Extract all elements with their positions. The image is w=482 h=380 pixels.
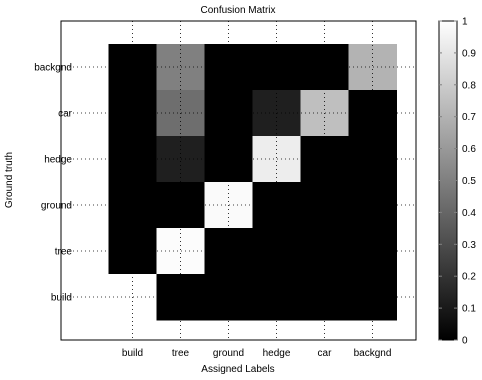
colorbar-tick-label: 0.2 bbox=[462, 272, 476, 283]
y-axis-label: Ground truth bbox=[4, 152, 15, 208]
y-tick-labels: backgnd car hedge ground tree build bbox=[34, 63, 72, 304]
colorbar-tick-label: 0.3 bbox=[462, 240, 476, 251]
heatmap-cell-tree-build bbox=[108, 228, 157, 275]
heatmap-cell-backgnd-hedge bbox=[252, 44, 301, 91]
x-tick-label: tree bbox=[172, 348, 190, 359]
x-tick-label: build bbox=[122, 348, 143, 359]
x-tick-label: ground bbox=[213, 348, 244, 359]
colorbar-tick-label: 0.6 bbox=[462, 144, 476, 155]
colorbar-tick-label: 0 bbox=[462, 336, 468, 347]
heatmap-cell-backgnd-ground bbox=[204, 44, 253, 91]
x-tick-label: car bbox=[318, 348, 333, 359]
heatmap-cell-hedge-ground bbox=[204, 136, 253, 183]
heatmap-cell-backgnd-tree bbox=[156, 44, 205, 91]
heatmap-cell-hedge-tree bbox=[156, 136, 205, 183]
x-tick-labels: build tree ground hedge car backgnd bbox=[122, 348, 391, 359]
heatmap-cell-tree-ground bbox=[204, 228, 253, 275]
y-tick-label: build bbox=[51, 293, 72, 304]
x-axis-label: Assigned Labels bbox=[201, 364, 274, 375]
heatmap-cell-tree-hedge bbox=[252, 228, 301, 275]
colorbar-tick-label: 1 bbox=[462, 17, 468, 28]
heatmap-cell-tree-car bbox=[300, 228, 349, 275]
x-tick-label: backgnd bbox=[354, 348, 392, 359]
heatmap-cell-hedge-backgnd bbox=[348, 136, 397, 183]
colorbar-ticks: 0 0.1 0.2 0.3 0.4 0.5 0.6 0.7 0.8 0.9 1 bbox=[439, 17, 476, 347]
y-tick-label: car bbox=[58, 109, 73, 120]
heatmap-cell-hedge-build bbox=[108, 136, 157, 183]
heatmap-cell-backgnd-build bbox=[108, 44, 157, 91]
heatmap-cell-hedge-car bbox=[300, 136, 349, 183]
heatmap-cell-backgnd-car bbox=[300, 44, 349, 91]
heatmap-cells bbox=[108, 44, 397, 321]
y-tick-label: ground bbox=[41, 201, 72, 212]
plot-frame bbox=[60, 20, 417, 341]
y-tick-label: hedge bbox=[44, 155, 72, 166]
chart-title: Confusion Matrix bbox=[200, 5, 275, 16]
colorbar-tick-label: 0.9 bbox=[462, 48, 476, 59]
heatmap-cell-hedge-hedge bbox=[252, 136, 301, 183]
x-tick-label: hedge bbox=[263, 348, 291, 359]
heatmap-cell-tree-tree bbox=[156, 228, 205, 275]
colorbar-tick-label: 0.1 bbox=[462, 304, 476, 315]
y-tick-label: tree bbox=[55, 247, 73, 258]
colorbar-tick-label: 0.8 bbox=[462, 80, 476, 91]
y-tick-label: backgnd bbox=[34, 63, 72, 74]
colorbar-tick-label: 0.4 bbox=[462, 208, 476, 219]
heatmap-cell-tree-backgnd bbox=[348, 228, 397, 275]
colorbar-tick-label: 0.5 bbox=[462, 176, 476, 187]
heatmap-cell-backgnd-backgnd bbox=[348, 44, 397, 91]
colorbar-tick-label: 0.7 bbox=[462, 112, 476, 123]
